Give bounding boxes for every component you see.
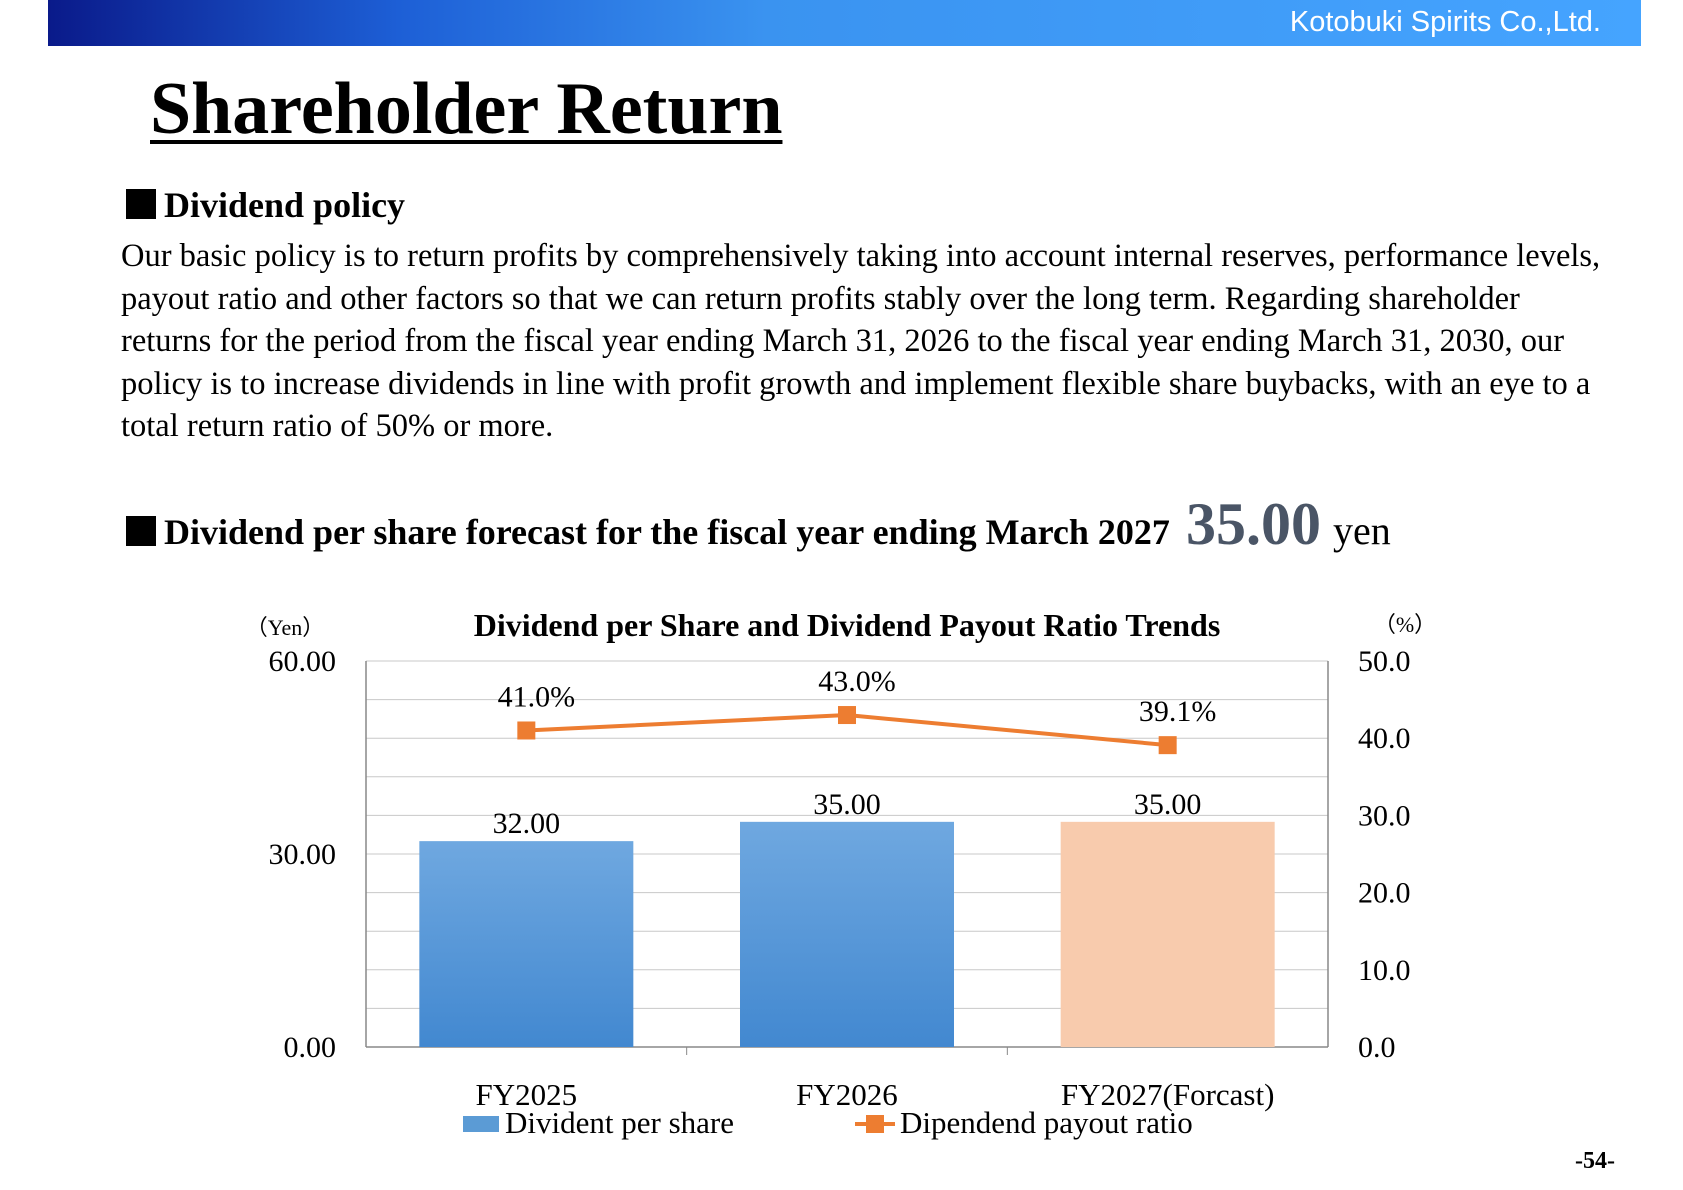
policy-text: Our basic policy is to return profits by… <box>121 238 1601 444</box>
page-number: -54- <box>1575 1148 1615 1174</box>
y-tick-label-right: 40.0 <box>1358 722 1411 755</box>
forecast-value: 35.00 <box>1185 491 1321 557</box>
payout-ratio-label: 41.0% <box>498 680 576 713</box>
bar-value-label: 32.00 <box>493 807 561 840</box>
payout-ratio-point <box>517 721 536 740</box>
page-title: Shareholder Return <box>150 68 783 150</box>
forecast-heading: Dividend per share forecast for the fisc… <box>126 490 1391 559</box>
y-tick-label-left: 0.00 <box>284 1031 337 1064</box>
x-tick-label: FY2026 <box>796 1077 898 1112</box>
x-tick-label: FY2025 <box>476 1077 578 1112</box>
legend-bar-label: Divident per share <box>505 1105 734 1140</box>
forecast-heading-text: Dividend per share forecast for the fisc… <box>164 512 1170 552</box>
policy-heading: Dividend policy <box>126 184 405 226</box>
y-tick-label-right: 30.0 <box>1358 799 1411 832</box>
x-tick-label: FY2027(Forcast) <box>1061 1077 1275 1112</box>
forecast-unit: yen <box>1332 508 1391 553</box>
y-tick-label-left: 30.00 <box>269 838 337 871</box>
y-tick-label-left: 60.00 <box>269 645 337 678</box>
bar <box>740 821 954 1047</box>
policy-heading-text: Dividend policy <box>164 185 406 225</box>
square-bullet-icon <box>126 516 156 546</box>
y-tick-label-right: 0.0 <box>1358 1031 1396 1064</box>
company-name: Kotobuki Spirits Co.,Ltd. <box>1289 6 1601 38</box>
y-tick-label-right: 20.0 <box>1358 877 1411 910</box>
bar <box>1060 821 1275 1047</box>
y-tick-label-right: 10.0 <box>1358 954 1411 987</box>
payout-ratio-point <box>1158 736 1177 755</box>
header-bar: Kotobuki Spirits Co.,Ltd. <box>48 0 1641 46</box>
legend-bar-swatch <box>463 1116 499 1132</box>
legend-line-marker <box>866 1115 884 1133</box>
square-bullet-icon <box>126 189 156 219</box>
y-axis-label-left: （Yen） <box>246 615 324 640</box>
payout-ratio-label: 43.0% <box>818 665 896 698</box>
legend-line-label: Dipendend payout ratio <box>900 1105 1193 1140</box>
bar-value-label: 35.00 <box>1134 788 1202 821</box>
y-tick-label-right: 50.0 <box>1358 645 1411 678</box>
payout-ratio-label: 39.1% <box>1139 695 1217 728</box>
chart-title: Dividend per Share and Dividend Payout R… <box>474 607 1221 643</box>
bar-value-label: 35.00 <box>813 788 881 821</box>
bar <box>419 841 634 1047</box>
y-axis-label-right: （%） <box>1374 612 1436 637</box>
payout-ratio-point <box>838 706 856 725</box>
